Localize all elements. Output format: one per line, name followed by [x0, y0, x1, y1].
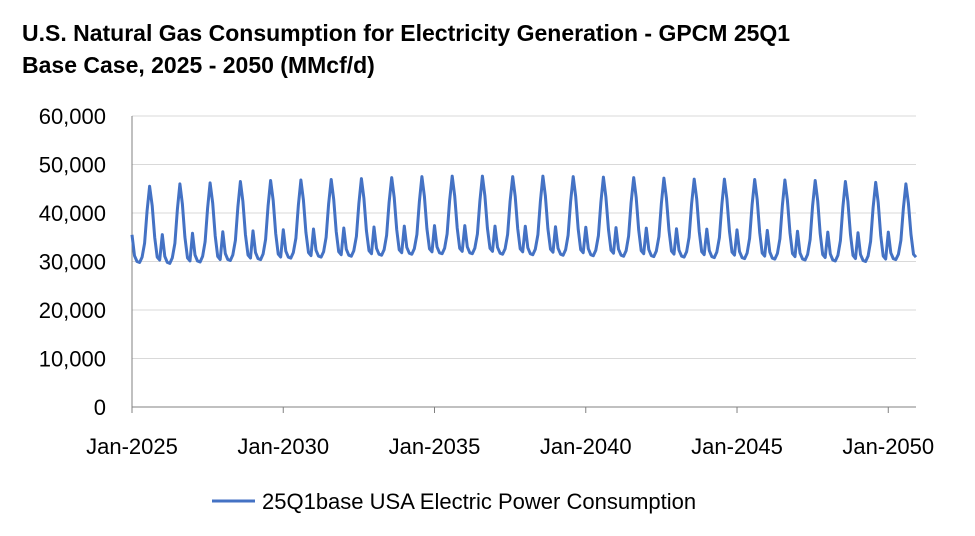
x-tick-label: Jan-2050 — [842, 434, 934, 459]
y-tick-label: 60,000 — [39, 104, 106, 129]
chart-title-line-1: U.S. Natural Gas Consumption for Electri… — [22, 20, 791, 46]
gridlines — [132, 115, 916, 359]
x-tick-label: Jan-2045 — [691, 434, 783, 459]
y-axis-tick-labels: 0 10,000 20,000 30,000 40,000 50,000 60,000 — [39, 104, 106, 420]
x-tick-label: Jan-2035 — [389, 434, 481, 459]
y-tick-label: 10,000 — [39, 347, 106, 372]
axes — [131, 116, 916, 413]
x-tick-label: Jan-2025 — [86, 434, 178, 459]
series-group — [130, 174, 918, 265]
y-tick-label: 20,000 — [39, 298, 106, 323]
y-tick-label: 50,000 — [39, 153, 106, 178]
x-tick-label: Jan-2030 — [237, 434, 329, 459]
x-axis-tick-labels: Jan-2025 Jan-2030 Jan-2035 Jan-2040 Jan-2045… — [86, 434, 934, 459]
y-tick-label: 30,000 — [39, 250, 106, 275]
y-tick-label: 40,000 — [39, 201, 106, 226]
legend-label: 25Q1base USA Electric Power Consumption — [262, 489, 696, 514]
x-tick-label: Jan-2040 — [540, 434, 632, 459]
series-line — [130, 174, 918, 265]
legend: 25Q1base USA Electric Power Consumption — [212, 489, 696, 514]
y-tick-label: 0 — [94, 395, 106, 420]
chart-title: U.S. Natural Gas Consumption for Electri… — [22, 17, 952, 81]
chart-title-line-2: Base Case, 2025 - 2050 (MMcf/d) — [22, 52, 375, 78]
